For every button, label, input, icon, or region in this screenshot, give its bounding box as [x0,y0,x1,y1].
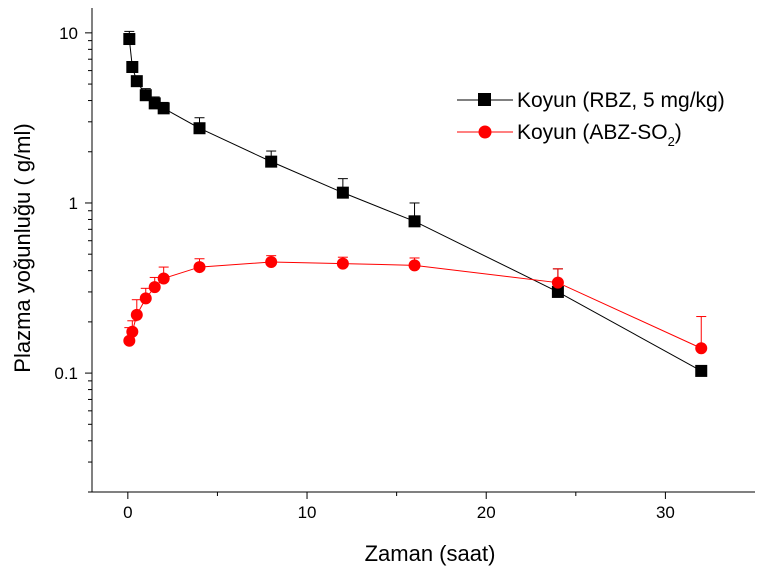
data-point [193,261,206,274]
data-point [551,276,564,289]
data-point [157,102,170,115]
series-line [128,261,702,349]
data-point [265,255,278,268]
data-point [126,60,139,73]
x-tick-label: 10 [298,503,317,522]
data-point [139,292,152,305]
legend: Koyun (RBZ, 5 mg/kg) Koyun (ABZ-SO2) [457,89,725,149]
series-0 [123,30,708,377]
data-point [130,308,143,321]
x-tick-label: 20 [477,503,496,522]
data-point [551,285,564,298]
data-point [130,75,143,88]
data-point [265,155,278,168]
data-point [157,272,170,285]
data-point [336,257,349,270]
legend-label-abz: Koyun (ABZ-SO2) [517,121,682,149]
y-tick-label: 10 [59,24,78,43]
legend-marker-rbz [478,93,491,106]
data-point [408,215,421,228]
data-point [336,186,349,199]
legend-label-abz-tail: ) [675,121,682,144]
data-point [126,325,139,338]
legend-marker-abz [478,125,492,139]
data-point [123,33,136,46]
data-point [695,364,708,377]
legend-label-rbz: Koyun (RBZ, 5 mg/kg) [517,89,725,112]
legend-label-abz-main: Koyun (ABZ-SO [517,121,668,144]
y-tick-label: 0.1 [54,364,78,383]
series-layer [123,30,708,377]
legend-label-abz-sub: 2 [668,134,675,149]
x-tick-label: 30 [656,503,675,522]
x-axis-title: Zaman (saat) [365,541,496,566]
x-tick-label: 0 [123,503,132,522]
data-point [148,281,161,294]
series-1 [123,255,708,355]
data-point [695,342,708,355]
y-tick-label: 1 [69,194,78,213]
data-point [408,259,421,272]
y-axis-title: Plazma yoğunluğu ( g/ml) [10,123,35,372]
data-point [193,122,206,135]
axes: 0 10 20 30 10 1 0.1 [54,8,755,522]
